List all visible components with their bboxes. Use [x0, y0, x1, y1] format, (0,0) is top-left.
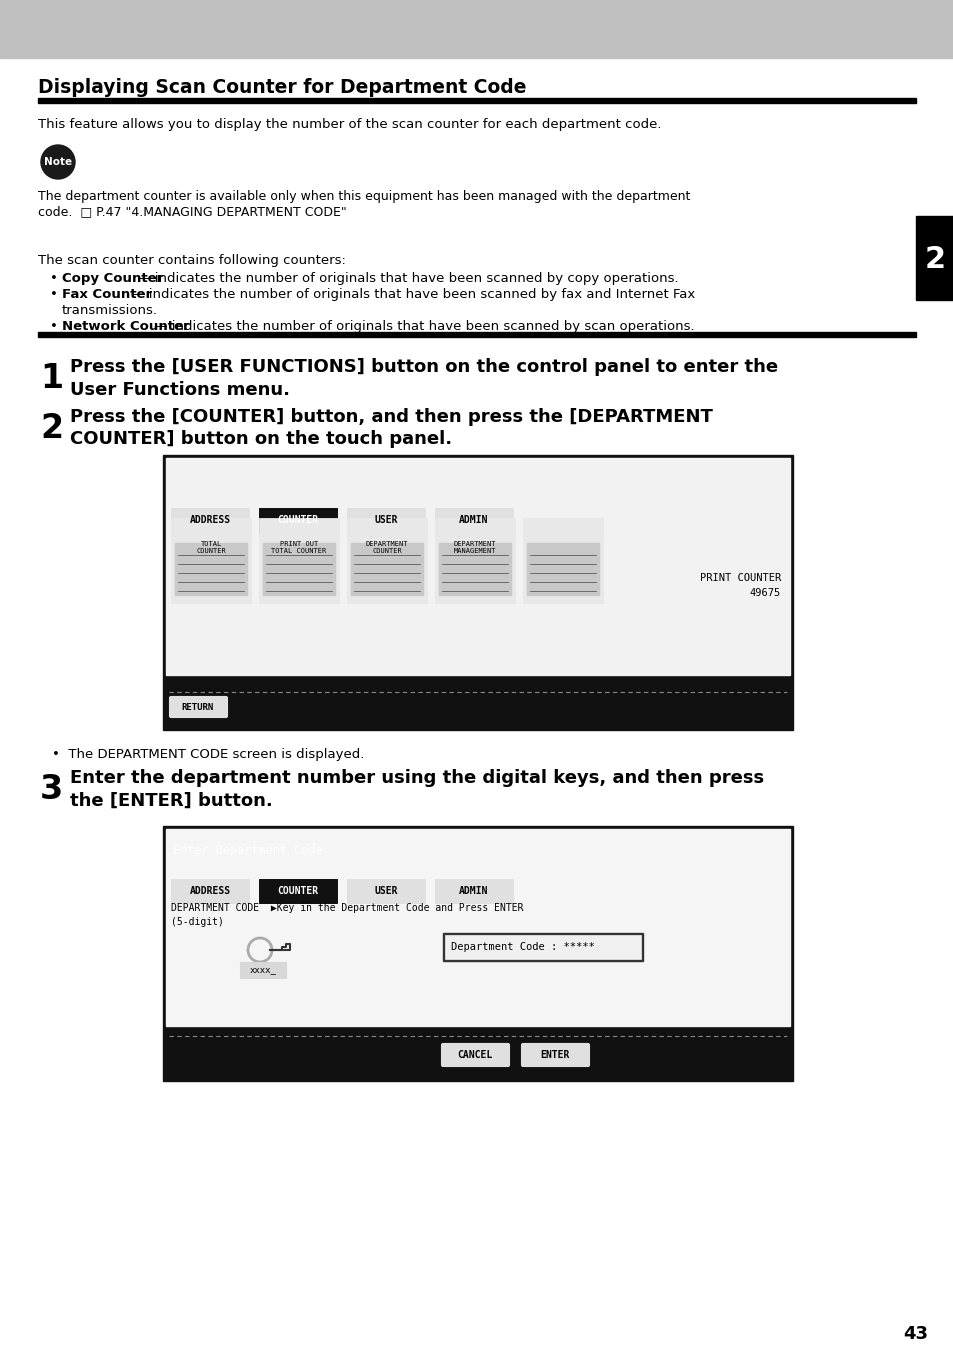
Text: DEPARTMENT CODE  ▶Key in the Department Code and Press ENTER: DEPARTMENT CODE ▶Key in the Department C… [171, 903, 523, 913]
Text: •: • [50, 288, 58, 301]
Bar [38, 98, 915, 102]
Text: Press the [COUNTER] button, and then press the [DEPARTMENT: Press the [COUNTER] button, and then pre… [70, 408, 712, 426]
Bar [258, 508, 336, 532]
Bar [435, 518, 515, 603]
Text: — indicates the number of originals that have been scanned by copy operations.: — indicates the number of originals that… [132, 272, 678, 284]
Bar [166, 829, 789, 1026]
Text: Fax Counter: Fax Counter [62, 288, 152, 301]
Text: •: • [50, 319, 58, 333]
Bar [444, 936, 640, 958]
Text: ADMIN: ADMIN [458, 886, 488, 896]
Text: DEPARTMENT
MANAGEMENT: DEPARTMENT MANAGEMENT [454, 541, 496, 554]
Text: ADDRESS: ADDRESS [190, 886, 231, 896]
Text: ENTER: ENTER [539, 1050, 569, 1060]
Text: xxxx_: xxxx_ [250, 965, 276, 975]
FancyBboxPatch shape [170, 697, 227, 717]
Text: Department Code : *****: Department Code : ***** [451, 942, 594, 952]
Bar [0, 0, 953, 58]
Text: •  The DEPARTMENT CODE screen is displayed.: • The DEPARTMENT CODE screen is displaye… [52, 748, 364, 762]
Bar [171, 518, 251, 603]
Text: Displaying Scan Counter for Department Code: Displaying Scan Counter for Department C… [38, 78, 526, 97]
Bar [347, 879, 424, 903]
Bar [351, 543, 422, 594]
Bar [240, 962, 286, 979]
Bar [522, 518, 602, 603]
Text: DEPARTMENT
COUNTER: DEPARTMENT COUNTER [365, 541, 408, 554]
Text: 2: 2 [923, 244, 944, 274]
Text: 3: 3 [40, 772, 63, 806]
Bar [438, 543, 511, 594]
Text: ADDRESS: ADDRESS [190, 515, 231, 524]
Bar [435, 508, 513, 532]
Bar [915, 216, 953, 301]
Text: This feature allows you to display the number of the scan counter for each depar: This feature allows you to display the n… [38, 119, 660, 131]
Bar [263, 543, 335, 594]
Bar [38, 332, 915, 337]
Text: (5-digit): (5-digit) [171, 917, 224, 927]
Bar [258, 518, 338, 603]
Text: transmissions.: transmissions. [62, 305, 158, 317]
Text: •: • [50, 272, 58, 284]
Text: Copy Counter: Copy Counter [62, 272, 163, 284]
Text: Note: Note [44, 156, 72, 167]
Text: CANCEL: CANCEL [456, 1050, 492, 1060]
Text: PRINT OUT
TOTAL COUNTER: PRINT OUT TOTAL COUNTER [271, 541, 326, 554]
Text: — indicates the number of originals that have been scanned by scan operations.: — indicates the number of originals that… [151, 319, 695, 333]
Text: ADMIN: ADMIN [458, 515, 488, 524]
Circle shape [252, 942, 268, 958]
Text: USER: USER [374, 886, 397, 896]
Text: RETURN: RETURN [182, 702, 213, 712]
Bar [347, 518, 427, 603]
Text: Press the [USER FUNCTIONS] button on the control panel to enter the: Press the [USER FUNCTIONS] button on the… [70, 359, 778, 376]
Bar [526, 543, 598, 594]
Text: The scan counter contains following counters:: The scan counter contains following coun… [38, 253, 346, 267]
Bar [442, 933, 642, 961]
Text: COUNTER] button on the touch panel.: COUNTER] button on the touch panel. [70, 430, 452, 448]
Text: TOTAL
COUNTER: TOTAL COUNTER [196, 541, 226, 554]
Text: code.  □ P.47 "4.MANAGING DEPARTMENT CODE": code. □ P.47 "4.MANAGING DEPARTMENT CODE… [38, 205, 346, 218]
Text: 49675: 49675 [749, 588, 781, 599]
Bar [258, 879, 336, 903]
Text: User Functions menu.: User Functions menu. [70, 381, 290, 399]
FancyBboxPatch shape [521, 1043, 589, 1066]
Bar [171, 879, 249, 903]
Bar [163, 826, 792, 1081]
Text: 1: 1 [40, 363, 63, 395]
FancyBboxPatch shape [441, 1043, 509, 1066]
Text: COUNTER: COUNTER [277, 886, 318, 896]
Text: USER: USER [374, 515, 397, 524]
Text: COUNTER: COUNTER [277, 515, 318, 524]
Text: Enter Department Code: Enter Department Code [172, 844, 322, 857]
Text: 2: 2 [40, 412, 63, 445]
Text: PRINT COUNTER: PRINT COUNTER [699, 573, 781, 582]
Circle shape [41, 146, 75, 179]
Text: The department counter is available only when this equipment has been managed wi: The department counter is available only… [38, 190, 690, 204]
Bar [174, 543, 247, 594]
Text: the [ENTER] button.: the [ENTER] button. [70, 793, 273, 810]
Bar [347, 508, 424, 532]
Bar [171, 508, 249, 532]
Bar [163, 456, 792, 731]
Text: 43: 43 [902, 1325, 927, 1343]
Text: Network Counter: Network Counter [62, 319, 190, 333]
Bar [435, 879, 513, 903]
Bar [166, 458, 789, 675]
Text: — indicates the number of originals that have been scanned by fax and Internet F: — indicates the number of originals that… [127, 288, 695, 301]
Text: Enter the department number using the digital keys, and then press: Enter the department number using the di… [70, 768, 763, 787]
